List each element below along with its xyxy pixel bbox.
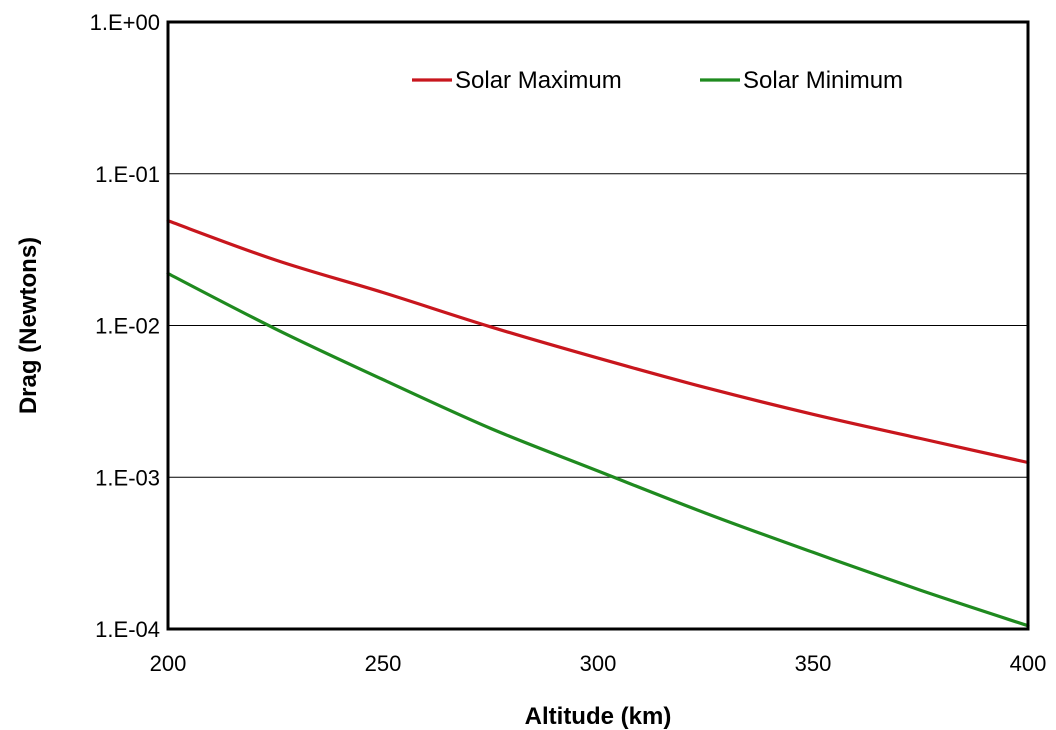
- series-line-solar-minimum: [166, 271, 1030, 628]
- y-tick-label: 1.E-02: [95, 314, 160, 339]
- x-tick-label: 200: [150, 651, 187, 676]
- x-tick-label: 250: [365, 651, 402, 676]
- y-tick-label: 1.E+00: [90, 10, 160, 35]
- plot-area-frame: [166, 20, 1030, 631]
- series-lines: [166, 219, 1030, 628]
- x-axis-title: Altitude (km): [525, 703, 672, 730]
- x-tick-label: 300: [580, 651, 617, 676]
- y-tick-label: 1.E-03: [95, 465, 160, 490]
- y-tick-label: 1.E-01: [95, 162, 160, 187]
- series-line-solar-maximum: [166, 219, 1030, 465]
- x-tick-label: 400: [1010, 651, 1047, 676]
- legend-label-solar-minimum: Solar Minimum: [743, 67, 903, 94]
- legend-label-solar-maximum: Solar Maximum: [455, 67, 622, 94]
- y-tick-labels: 1.E-04 1.E-03 1.E-02 1.E-01 1.E+00: [90, 10, 160, 642]
- grid-lines: [168, 173, 1028, 478]
- y-tick-label: 1.E-04: [95, 617, 160, 642]
- y-axis-title: Drag (Newtons): [15, 237, 42, 414]
- x-tick-label: 350: [795, 651, 832, 676]
- legend: Solar Maximum Solar Minimum: [412, 67, 903, 94]
- x-tick-labels: 200 250 300 350 400: [150, 651, 1047, 676]
